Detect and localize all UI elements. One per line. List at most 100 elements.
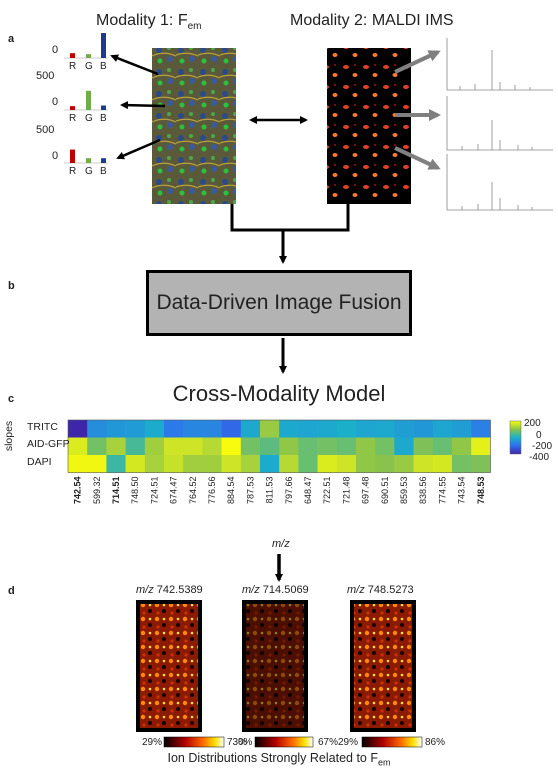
model-title: Cross-Modality Model — [172, 381, 386, 406]
heatmap-row-label-dapi: DAPI — [27, 456, 52, 468]
rgb-chart-2-bar-b — [101, 105, 106, 110]
heatmap-cell — [298, 455, 318, 473]
bottom-caption-sub: em — [378, 757, 391, 768]
heatmap-xtick-label: 797.66 — [284, 477, 294, 505]
heatmap-xtick-label: 884.54 — [226, 477, 236, 505]
heatmap-cell — [471, 455, 491, 473]
rgb-chart-1-label-g: G — [85, 61, 93, 72]
rgb-chart-2-label-b: B — [100, 113, 107, 124]
rgb-chart-1 — [64, 33, 108, 59]
heatmap-cell — [279, 455, 299, 473]
rgb-chart-1-bar-g — [86, 54, 91, 58]
mass-spectrum-2 — [446, 96, 553, 151]
panel-letter-d: d — [8, 585, 15, 597]
heatmap-xtick-label: 724.51 — [149, 477, 159, 505]
heatmap-ylabel: slopes — [3, 420, 16, 452]
heatmap-cell — [68, 455, 88, 473]
modality1-title: Modality 1: Fem — [96, 12, 202, 32]
panel-letter-b: b — [8, 280, 15, 292]
arrow-spot-to-rgb-2 — [120, 101, 166, 110]
heatmap-cell — [413, 420, 434, 438]
ion-colorbar-3-max: 86% — [425, 737, 446, 748]
heatmap-cell — [432, 420, 453, 438]
ion-colorbar-2-max: 67% — [318, 737, 339, 748]
heatmap-cell — [87, 420, 107, 438]
heatmap-cell — [356, 455, 376, 473]
heatmap-cell — [452, 420, 472, 438]
heatmap-cell — [144, 455, 165, 473]
heatmap-cell — [432, 455, 453, 473]
heatmap-cell — [164, 455, 184, 473]
gray-arrow-spectrum-1 — [394, 50, 441, 74]
heatmap-cell — [183, 455, 203, 473]
heatmap-cell — [240, 437, 261, 456]
heatmap-cell — [221, 420, 242, 438]
heatmap-xtick-label: 697.48 — [361, 477, 371, 505]
heatmap-cell — [336, 420, 357, 438]
heatmap-row-label-tritc: TRITC — [27, 421, 58, 433]
heatmap-cell — [452, 437, 472, 456]
ion-image-3-value: 748.5273 — [367, 584, 414, 596]
bottom-caption: Ion Distributions Strongly Related to Fe… — [0, 751, 558, 768]
heatmap-xtick-label: 742.54 — [73, 477, 83, 505]
rgb-chart-2-label-r: R — [69, 113, 77, 124]
rgb-chart-2-label-g: G — [85, 113, 93, 124]
fusion-label: Data-Driven Image Fusion — [156, 291, 402, 314]
rgb-chart-1-ytick-zero: 0 — [52, 44, 59, 56]
heatmap-cell — [413, 437, 434, 456]
ion-colorbar-3 — [361, 736, 423, 748]
heatmap-cell — [394, 420, 414, 438]
colorbar-tick-0: 0 — [536, 430, 542, 441]
heatmap-xtick-label: 714.51 — [111, 477, 121, 505]
heatmap-cell — [432, 437, 453, 456]
heatmap-cell — [260, 437, 280, 456]
heatmap-cell — [183, 420, 203, 438]
ion-image-3-label: m/z 748.5273 — [347, 584, 414, 596]
rgb-chart-1-label-b: B — [100, 61, 107, 72]
heatmap-cell — [336, 437, 357, 456]
heatmap-cell — [356, 420, 376, 438]
heatmap-xtick-label: 838.56 — [418, 477, 428, 505]
rgb-chart-3-label-g: G — [85, 166, 93, 177]
ion-image-2-content — [246, 604, 304, 728]
heatmap-cell — [202, 455, 222, 473]
heatmap-xtick-label: 774.55 — [437, 477, 447, 505]
ion-image-3-prefix: m/z — [347, 584, 365, 596]
ion-image-1-label: m/z 742.5389 — [136, 584, 203, 596]
ion-colorbar-3-min: 29% — [338, 737, 359, 748]
heatmap-xtick-label: 690.51 — [380, 477, 390, 505]
rgb-chart-2-ytick-top: 500 — [36, 70, 55, 82]
bottom-caption-text: Ion Distributions Strongly Related to F — [167, 751, 378, 765]
heatmap-cell — [125, 420, 146, 438]
ion-image-2-value: 714.5069 — [262, 584, 309, 596]
ion-colorbar-1-min: 29% — [142, 737, 163, 748]
heatmap-cell — [68, 437, 88, 456]
rgb-chart-3-label-r: R — [69, 166, 77, 177]
ion-colorbar-2 — [254, 736, 314, 748]
ion-colorbar-2-min: 0% — [238, 737, 253, 748]
heatmap-xlabel: m/z — [272, 538, 290, 550]
heatmap-cell — [87, 455, 107, 473]
heatmap-row-label-aid-gfp: AID-GFP — [27, 438, 70, 450]
colorbar-tick-minus200: -200 — [532, 441, 553, 452]
heatmap-cell — [394, 455, 414, 473]
rgb-chart-3-ytick-zero: 0 — [52, 150, 59, 162]
gray-arrow-spectrum-3 — [394, 146, 441, 170]
heatmap-cell — [240, 455, 261, 473]
heatmap-cell — [452, 455, 472, 473]
rgb-chart-2-bar-g — [86, 90, 91, 110]
rgb-chart-2-ytick-zero: 0 — [52, 96, 59, 108]
heatmap-cell — [202, 437, 222, 456]
heatmap-xtick-label: 743.54 — [457, 477, 467, 505]
heatmap-cell — [279, 437, 299, 456]
colorbar-tick-200: 200 — [524, 418, 541, 429]
heatmap-cell — [260, 420, 280, 438]
rgb-chart-3-bar-g — [86, 158, 91, 163]
heatmap-xtick-label: 776.56 — [207, 477, 217, 505]
heatmap-cell — [144, 420, 165, 438]
colorbar-tick-minus400: -400 — [529, 452, 550, 463]
ion-image-1-value: 742.5389 — [156, 584, 203, 596]
connector-to-fusion — [230, 204, 350, 262]
heatmap-frame — [67, 419, 491, 473]
